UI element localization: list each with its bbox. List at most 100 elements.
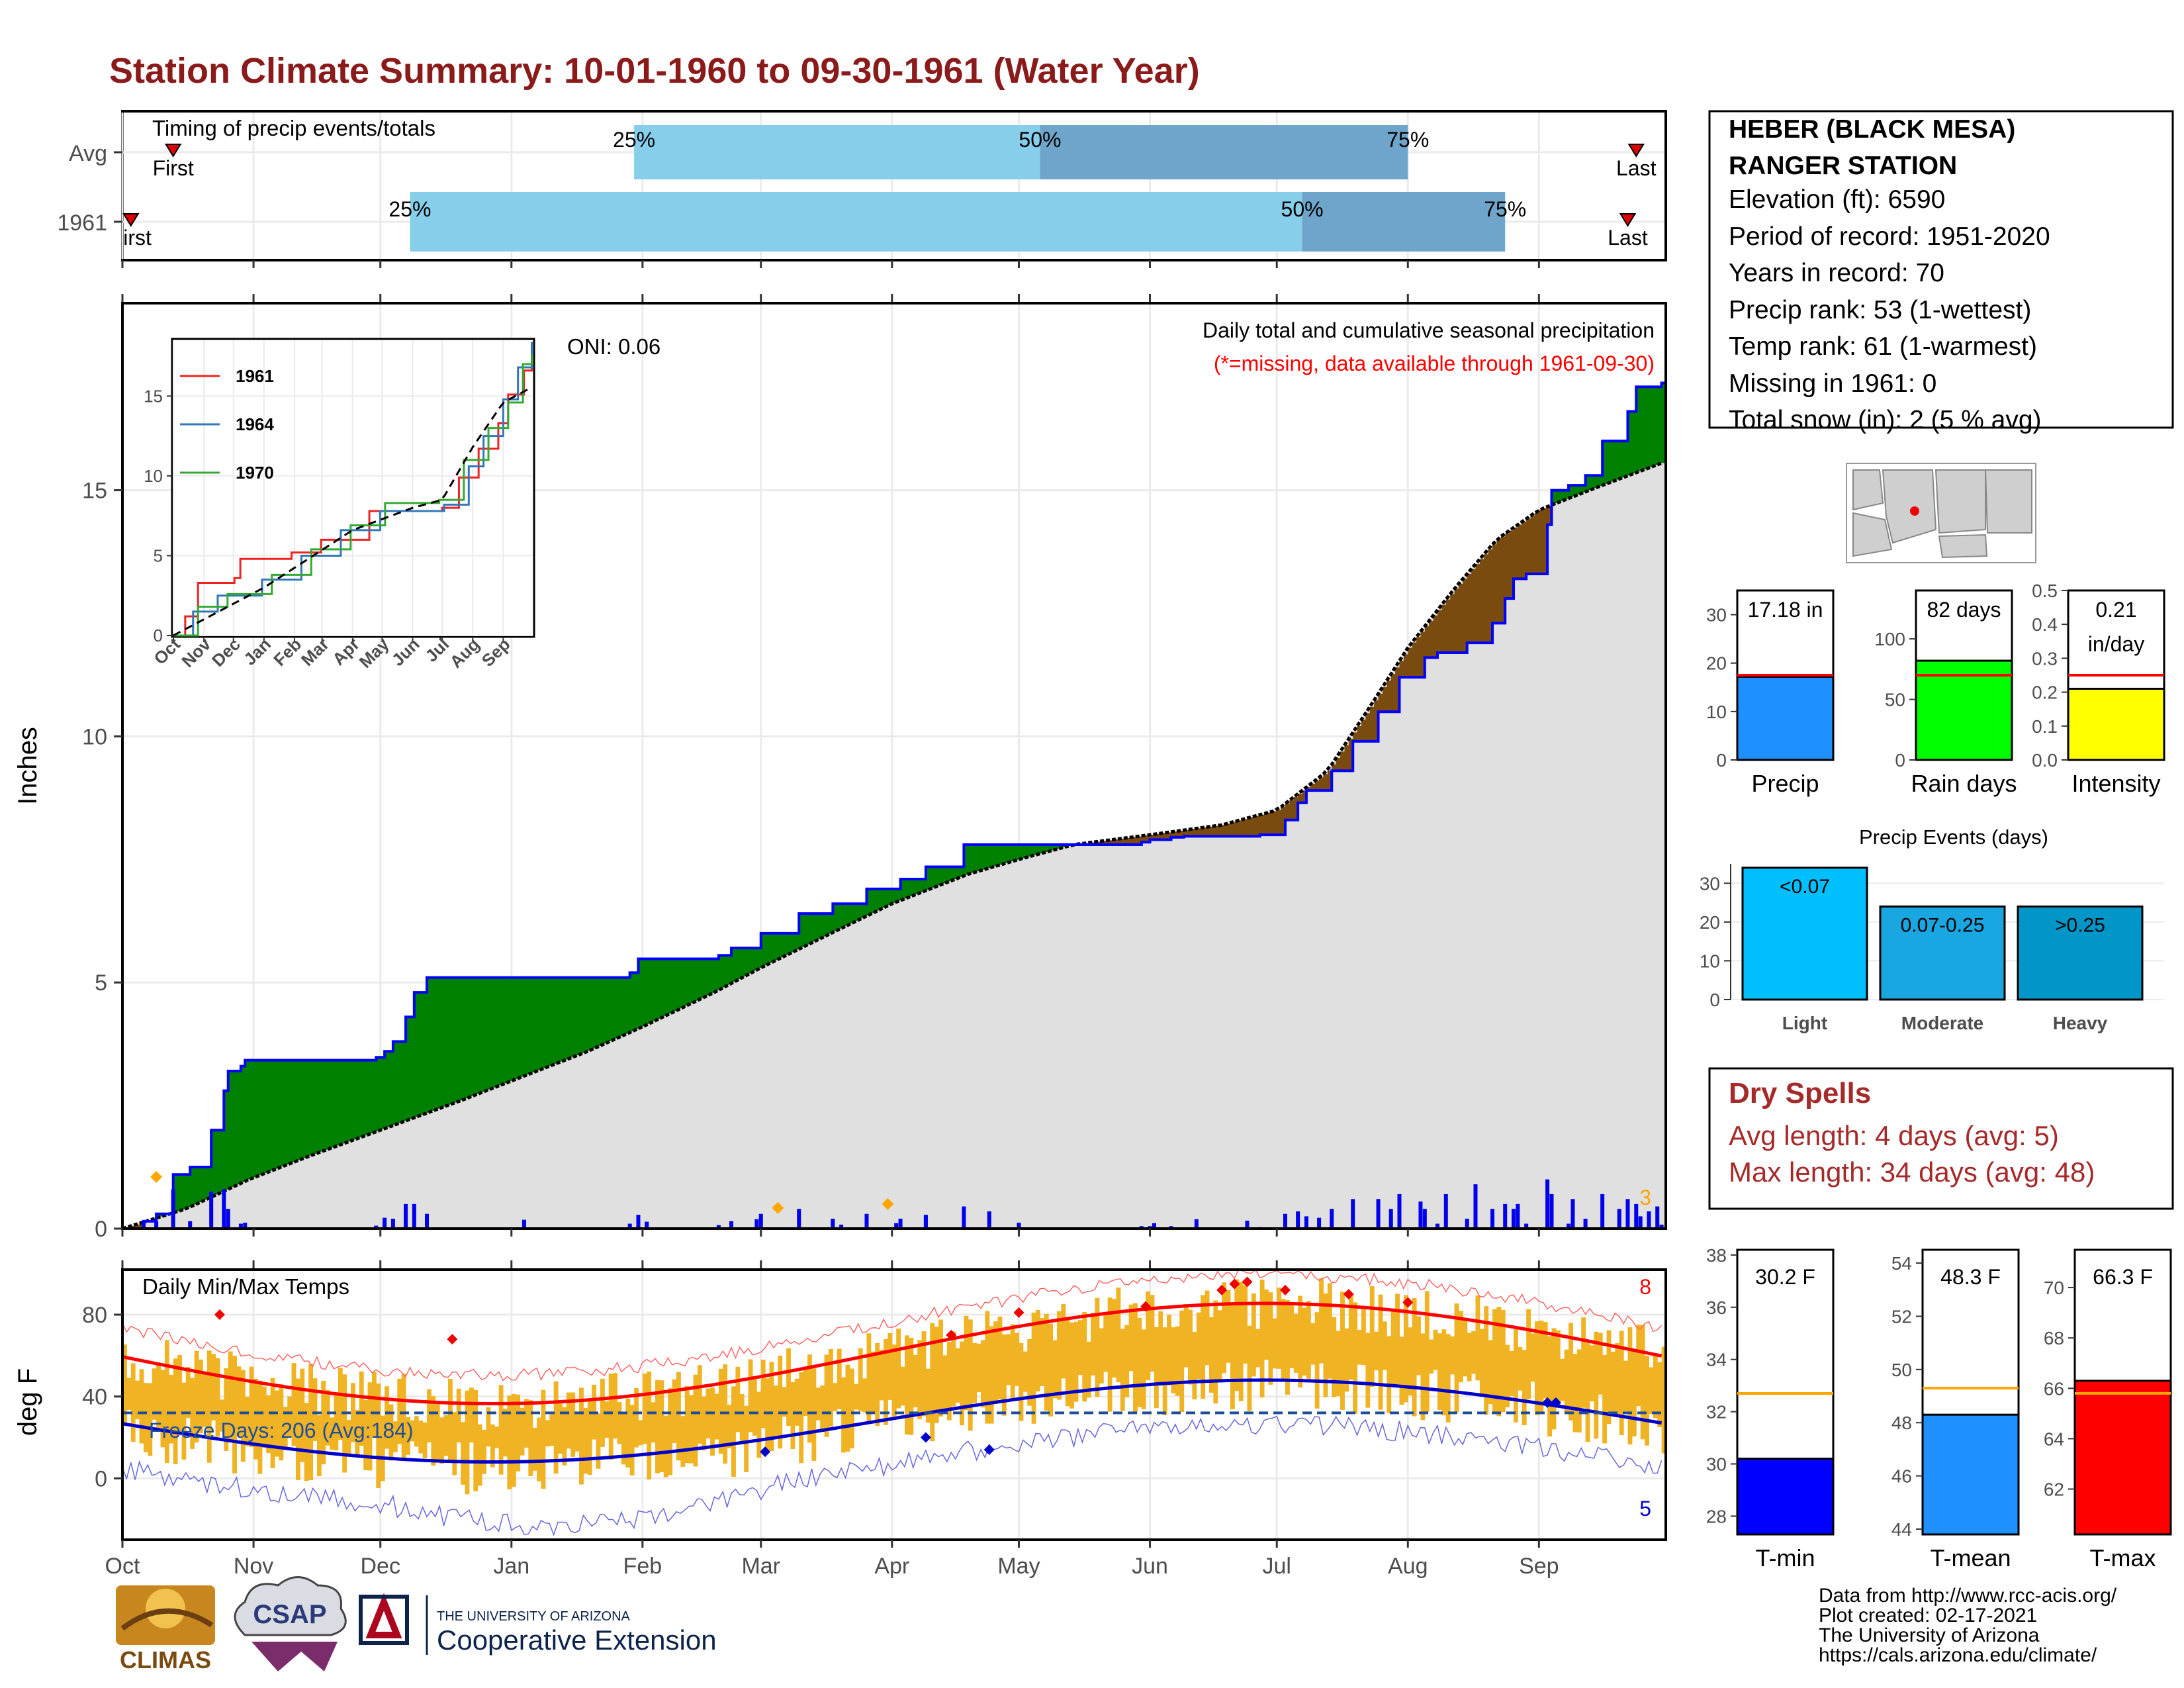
temp-daily-bar — [1327, 1283, 1332, 1379]
summary-bar-value2-Intensity: in/day — [2088, 632, 2144, 656]
precip-daily-bar — [1245, 1221, 1250, 1229]
temp-daily-bar — [406, 1417, 410, 1455]
temp-summary-ytick-label: 50 — [1891, 1360, 1912, 1380]
precip-daily-bar — [209, 1192, 214, 1229]
precip-drier-overlay — [1340, 751, 1345, 771]
dry-spells-title: Dry Spells — [1729, 1077, 1871, 1109]
precip-wetter-day — [1649, 387, 1654, 468]
precip-wetter-day — [266, 1060, 271, 1173]
precip-wetter-day — [431, 977, 436, 1112]
precip-annotation-title: Daily total and cumulative seasonal prec… — [1203, 318, 1655, 342]
precip-wetter-day — [291, 1060, 296, 1163]
temp-daily-bar — [312, 1378, 318, 1441]
temp-daily-bar — [1208, 1317, 1214, 1393]
temp-daily-bar — [710, 1387, 715, 1456]
precip-wetter-day — [469, 977, 474, 1098]
temp-daily-bar — [608, 1374, 614, 1460]
precip-wetter-day — [942, 867, 948, 884]
precip-wetter-day — [562, 977, 567, 1062]
temp-daily-bar — [528, 1400, 533, 1476]
temp-daily-bar — [1365, 1333, 1371, 1408]
precip-wetter-day — [245, 1060, 250, 1182]
precip-drier-overlay — [1369, 706, 1375, 741]
temp-daily-bar — [1420, 1333, 1426, 1421]
temp-daily-bar — [553, 1381, 559, 1474]
precip-snow-marker — [772, 1201, 784, 1214]
temp-summary-ytick-label: 44 — [1891, 1519, 1912, 1540]
temp-daily-bar — [1061, 1303, 1066, 1379]
precip-wetter-day — [1631, 411, 1637, 475]
precip-drier-overlay — [1534, 512, 1539, 574]
temp-daily-bar — [964, 1315, 969, 1411]
month-label-Feb: Feb — [623, 1554, 662, 1579]
summary-bar-label-Precip: Precip — [1751, 770, 1819, 797]
temp-daily-bar — [300, 1368, 305, 1462]
logos: CLIMAS CSAP THE UNIVERSITY OF ARIZONA Co… — [116, 1576, 717, 1673]
inset-ytick-label-1: 5 — [154, 545, 163, 565]
precip-drier-overlay — [1412, 642, 1417, 678]
precip-wetter-day — [714, 959, 719, 993]
timing-first-label-1: First — [111, 226, 152, 250]
temp-daily-bar — [1649, 1367, 1654, 1415]
temp-daily-bar — [287, 1396, 293, 1438]
temp-daily-bar — [1031, 1312, 1036, 1424]
precip-wetter-day — [1019, 844, 1024, 860]
precip-daily-bar — [222, 1189, 226, 1229]
temp-daily-bar — [1099, 1328, 1104, 1384]
precip-drier-overlay — [1302, 790, 1307, 803]
temp-daily-bar — [1222, 1282, 1227, 1374]
temp-daily-bar — [1488, 1340, 1493, 1405]
temp-daily-bar — [1213, 1300, 1218, 1404]
precip-wetter-day — [689, 959, 694, 1005]
precip-wetter-day — [371, 1060, 377, 1133]
temp-daily-bar — [773, 1385, 778, 1438]
precip-wetter-day — [203, 1167, 208, 1201]
precip-drier-overlay — [1132, 837, 1138, 845]
station-years: Years in record: 70 — [1729, 259, 1944, 287]
temp-daily-bar — [972, 1342, 978, 1403]
temp-daily-bar — [790, 1382, 796, 1449]
precip-drier-overlay — [1306, 787, 1311, 791]
precip-wetter-day — [854, 904, 859, 923]
precip-wetter-day — [1569, 485, 1574, 498]
precip-wetter-day — [452, 977, 457, 1104]
temp-daily-bar — [1289, 1305, 1295, 1368]
precip-wetter-day — [410, 1017, 415, 1119]
temp-daily-bar — [346, 1420, 351, 1456]
precip-wetter-day — [414, 992, 419, 1118]
temp-daily-bar — [367, 1382, 373, 1471]
precip-wetter-day — [900, 879, 905, 901]
precip-wetter-day — [376, 1057, 381, 1132]
temp-daily-bar — [1589, 1345, 1594, 1402]
precip-wetter-day — [887, 888, 893, 906]
precip-wetter-day — [968, 844, 973, 874]
month-label-Oct: Oct — [105, 1554, 140, 1579]
temp-summary-ytick-label: 66 — [2044, 1378, 2064, 1399]
summary-bar-value-Rain days: 82 days — [1927, 598, 2001, 622]
temp-daily-bar — [1268, 1292, 1273, 1385]
temp-daily-bar — [739, 1394, 745, 1441]
precip-wetter-day — [249, 1060, 254, 1180]
precip-wetter-day — [1555, 490, 1561, 504]
temp-daily-bar — [1484, 1306, 1489, 1415]
precip-wetter-day — [1560, 490, 1565, 502]
temp-daily-bar — [443, 1415, 449, 1456]
precip-drier-overlay — [1433, 615, 1438, 658]
precip-wetter-day — [739, 948, 745, 979]
temp-summary-ytick-label: 34 — [1706, 1350, 1727, 1370]
precip-daily-bar — [962, 1206, 966, 1229]
temp-daily-bar — [866, 1333, 872, 1422]
precip-plot — [122, 381, 1666, 1231]
timing-p50-label-1: 50% — [1281, 197, 1324, 221]
temp-daily-bar — [1150, 1295, 1155, 1372]
temp-daily-bar — [1247, 1325, 1252, 1411]
temp-record-low-line — [122, 1415, 1662, 1536]
precip-drier-overlay — [1201, 827, 1206, 837]
temp-daily-bar — [275, 1390, 279, 1457]
temp-daily-bar — [371, 1372, 377, 1438]
precip-wetter-day — [752, 948, 757, 972]
temp-daily-bar — [1146, 1291, 1151, 1380]
temp-daily-bar — [1572, 1354, 1578, 1432]
temp-record-high-marker — [1402, 1297, 1414, 1308]
temp-daily-bar — [1569, 1323, 1573, 1421]
